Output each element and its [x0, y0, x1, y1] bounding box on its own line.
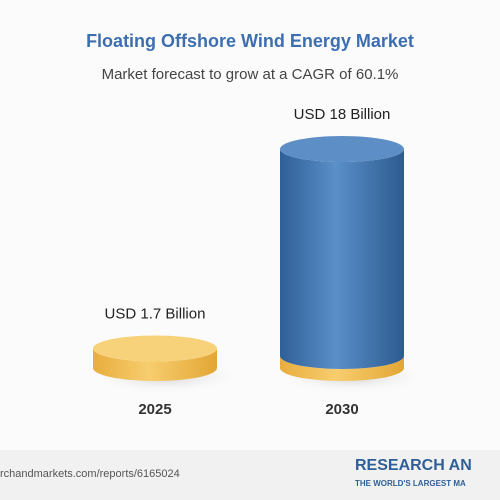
source: rchandmarkets.com/reports/6165024 [0, 468, 180, 480]
value-label: USD 18 Billion [294, 106, 391, 123]
footer [0, 450, 500, 500]
cylinder-top [280, 136, 404, 162]
cylinder [93, 348, 217, 381]
chart-title: Floating Offshore Wind Energy Market [86, 31, 414, 51]
brand: RESEARCH AN [355, 457, 472, 474]
base-ring [280, 356, 404, 381]
x-tick-label: 2030 [325, 401, 358, 418]
value-label: USD 1.7 Billion [105, 305, 206, 322]
tagline: THE WORLD'S LARGEST MA [355, 479, 466, 488]
cylinder-top [93, 335, 217, 362]
x-tick-label: 2025 [138, 401, 171, 418]
chart-subtitle: Market forecast to grow at a CAGR of 60.… [102, 66, 399, 83]
cylinder [280, 149, 404, 369]
